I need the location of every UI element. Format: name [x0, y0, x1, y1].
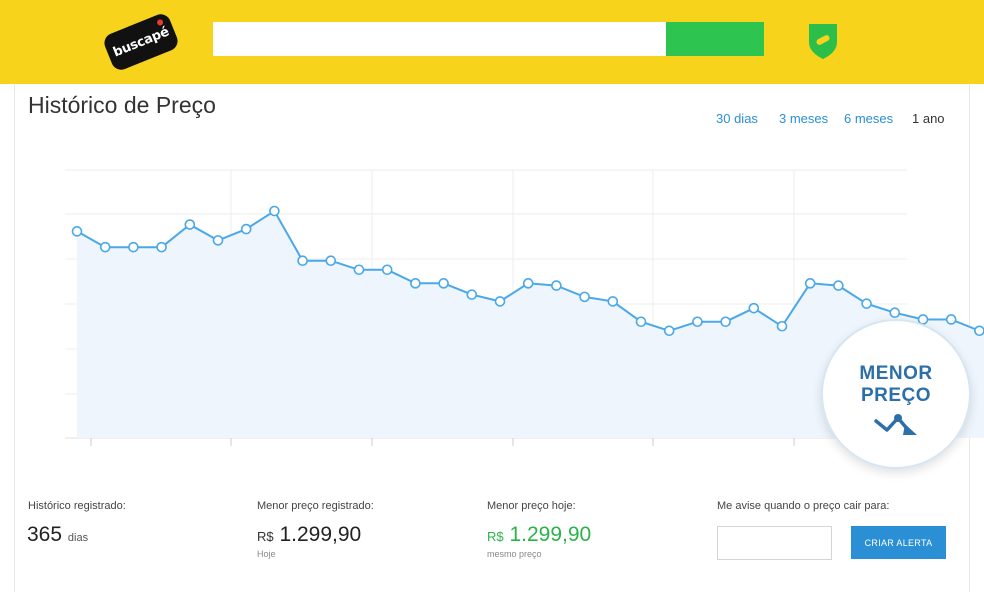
price-point[interactable]: [974, 325, 984, 337]
search-button[interactable]: [666, 22, 764, 56]
price-point[interactable]: [410, 278, 421, 289]
alert-price-input[interactable]: [717, 526, 832, 560]
price-point[interactable]: [833, 280, 844, 291]
top-bar: buscapé: [0, 0, 984, 84]
price-history-chart: [65, 169, 984, 446]
price-point[interactable]: [466, 289, 478, 300]
price-point[interactable]: [720, 316, 731, 328]
price-point[interactable]: [494, 296, 506, 307]
price-point[interactable]: [71, 226, 83, 237]
lowest-price-label: Menor preço registrado:: [257, 500, 374, 512]
shield-icon[interactable]: [807, 22, 839, 60]
lowest-amount: 1.299,90: [279, 523, 362, 546]
period-6-months[interactable]: 6 meses: [844, 111, 894, 126]
search-input[interactable]: [213, 22, 666, 56]
lowest-price-badge: MENOR PREÇO: [821, 319, 971, 469]
price-point[interactable]: [325, 255, 337, 267]
price-point[interactable]: [269, 205, 280, 217]
price-point[interactable]: [212, 235, 224, 246]
period-30-days[interactable]: 30 dias: [716, 111, 758, 126]
price-point[interactable]: [551, 280, 562, 291]
alert-label: Me avise quando o preço cair para:: [717, 500, 890, 512]
price-point[interactable]: [297, 255, 308, 267]
badge-line-2: PREÇO: [860, 385, 932, 406]
price-point[interactable]: [353, 264, 365, 276]
period-3-months[interactable]: 3 meses: [779, 111, 829, 126]
today-currency: R$: [487, 529, 504, 544]
price-point[interactable]: [692, 316, 703, 328]
price-point[interactable]: [156, 241, 167, 253]
badge-line-1: MENOR: [859, 363, 933, 384]
price-point[interactable]: [861, 298, 872, 309]
lowest-price-sub: Hoje: [257, 549, 276, 559]
create-alert-button[interactable]: CRIAR ALERTA: [851, 526, 946, 559]
price-point[interactable]: [579, 291, 590, 303]
price-point[interactable]: [240, 223, 252, 235]
price-markers: [71, 205, 984, 337]
today-price-label: Menor preço hoje:: [487, 500, 576, 512]
price-point[interactable]: [99, 241, 111, 253]
price-point[interactable]: [381, 264, 393, 276]
lowest-price-value: R$ 1.299,90: [257, 523, 361, 547]
today-price-sub: mesmo preço: [487, 549, 542, 559]
period-1-year[interactable]: 1 ano: [912, 111, 945, 126]
price-point[interactable]: [889, 307, 901, 319]
price-point[interactable]: [438, 278, 449, 289]
history-value: 365 dias: [27, 523, 88, 547]
price-area: [77, 211, 984, 438]
price-point[interactable]: [607, 296, 619, 307]
history-label: Histórico registrado:: [28, 500, 126, 512]
price-point[interactable]: [522, 278, 534, 289]
price-point[interactable]: [804, 278, 816, 289]
trend-down-icon: [874, 414, 917, 435]
price-point[interactable]: [748, 302, 760, 314]
history-days: 365: [27, 523, 63, 546]
page-title: Histórico de Preço: [28, 92, 216, 118]
price-point[interactable]: [128, 241, 139, 253]
price-point[interactable]: [945, 314, 957, 325]
price-point[interactable]: [184, 219, 196, 230]
price-point[interactable]: [776, 320, 788, 332]
lowest-currency: R$: [257, 529, 274, 544]
today-price-value: R$ 1.299,90: [487, 523, 591, 547]
today-amount: 1.299,90: [509, 523, 592, 546]
history-unit: dias: [67, 532, 89, 544]
price-line: [76, 209, 984, 332]
price-point[interactable]: [663, 325, 675, 337]
price-point[interactable]: [635, 316, 647, 328]
